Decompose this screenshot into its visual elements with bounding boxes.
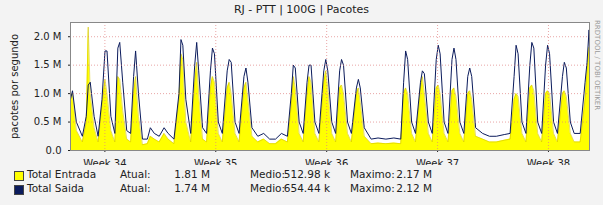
html-text:1.74 M: 1.74 M	[174, 182, 210, 194]
html-text:Total Entrada: Total Entrada	[27, 168, 97, 180]
html-text:RRDTOOL / TOBI OETIKER: RRDTOOL / TOBI OETIKER	[593, 20, 601, 111]
svg-text:Week 36: Week 36	[305, 158, 348, 165]
html-text:Medio:: Medio:	[250, 182, 286, 194]
html-text:Atual:: Atual:	[120, 168, 151, 180]
html-text:Medio:: Medio:	[250, 168, 286, 180]
svg-text:Week 37: Week 37	[416, 158, 459, 165]
html-text:Total Saida: Total Saida	[27, 182, 84, 194]
svg-text:Week 38: Week 38	[527, 158, 570, 165]
html-text:Maximo: 2.12 M: Maximo: 2.12 M	[350, 182, 432, 194]
html-text:Maximo: 2.17 M: Maximo: 2.17 M	[350, 168, 432, 180]
svg-text:0.0: 0.0	[46, 145, 62, 156]
svg-text:1.5 M: 1.5 M	[34, 59, 62, 70]
html-text:RJ - PTT | 100G | Pacotes: RJ - PTT | 100G | Pacotes	[233, 3, 370, 16]
svg-text:2.0 M: 2.0 M	[34, 31, 62, 42]
svg-text:Week 34: Week 34	[83, 158, 126, 165]
svg-text:0.5 M: 0.5 M	[34, 116, 62, 127]
svg-text:1.0 M: 1.0 M	[34, 88, 62, 99]
html-text:1.81 M: 1.81 M	[174, 168, 210, 180]
html-text:Atual:: Atual:	[120, 182, 151, 194]
html-text:512.98 k: 512.98 k	[283, 168, 330, 180]
svg-text:Week 35: Week 35	[194, 158, 237, 165]
html-text:654.44 k: 654.44 k	[283, 182, 330, 194]
svg-text:pacotes por segundo: pacotes por segundo	[9, 34, 20, 139]
